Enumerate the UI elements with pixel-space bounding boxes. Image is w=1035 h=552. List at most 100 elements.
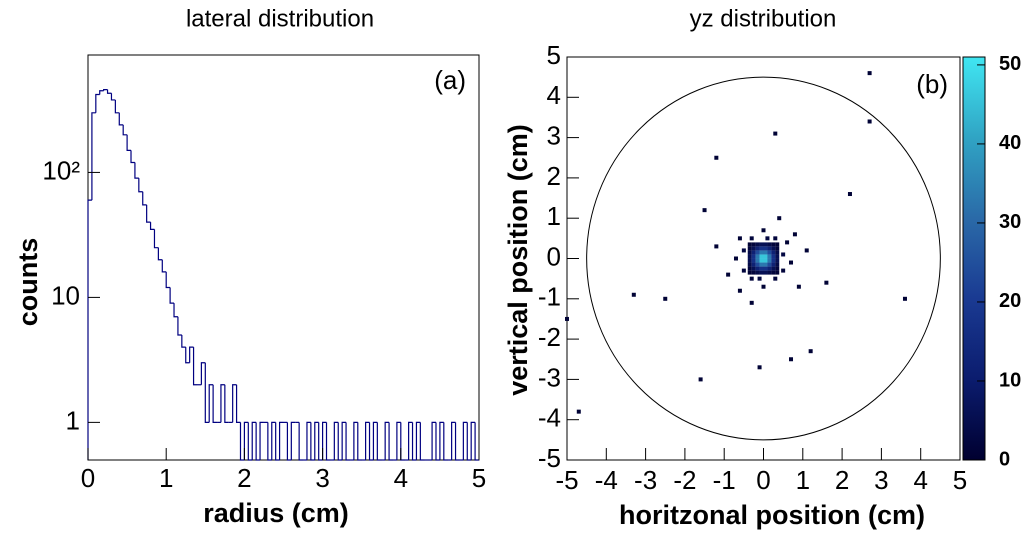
histogram-bin [255,422,261,461]
histogram-bin [322,421,327,460]
x-axis-label: horitzonal position (cm) [619,500,925,530]
histogram-bin [134,162,139,179]
heatmap-cell [751,266,756,271]
histogram-bin [368,422,374,461]
plot-frame [566,56,961,461]
histogram-bin [333,421,339,460]
histogram-bin [220,384,225,423]
heatmap-cell [796,284,801,289]
histogram-bin [106,89,112,94]
heatmap-cell [767,250,772,255]
y-tick-label: 3 [547,120,561,150]
heatmap-cell [775,250,780,255]
histogram-bin [181,335,186,348]
heatmap-cell [771,242,776,247]
heatmap-cell [902,296,907,301]
heatmap-cell [763,266,768,271]
histogram-bin [411,422,417,461]
heatmap-cell [777,216,782,221]
histogram-bin [431,421,436,460]
heatmap-cell [775,270,780,275]
histogram-bin [259,421,264,460]
heatmap-cell [749,300,754,305]
annotation: (b) [916,69,948,99]
x-axis-label: radius (cm) [203,498,349,528]
y-tick-label: 4 [547,80,561,110]
heatmap-cell [767,246,772,251]
histogram-bin [122,124,128,136]
heatmap-cell [751,246,756,251]
heatmap-cell [773,276,778,281]
y-tick-label: -5 [538,443,561,473]
heatmap-cell [755,270,760,275]
heatmap-cell [763,242,768,247]
chart-title: yz distribution [690,5,837,32]
heatmap-cell [747,254,752,259]
heatmap-cell [781,252,786,257]
colorbar-tick-label: 50 [999,53,1021,75]
heatmap-cell [767,266,772,271]
heatmap-cell [751,270,756,275]
chart-title: lateral distribution [186,5,374,32]
histogram-bin [126,134,132,152]
histogram-bin [357,422,362,461]
histogram-bin [290,421,296,460]
heatmap-cell [763,270,768,275]
colorbar-tick-label: 40 [999,132,1021,154]
circle [586,76,941,441]
histogram-bin [325,422,331,461]
histogram-bin [345,422,350,461]
heatmap-cell [755,266,760,271]
histogram-bin [454,422,460,461]
heatmap-cell [771,262,776,267]
heatmap-cell [749,276,754,281]
x-tick-label: -5 [555,465,578,495]
heatmap-cell [747,250,752,255]
y-tick-label: -2 [538,322,561,352]
histogram-bin [95,93,100,113]
heatmap-cell [775,242,780,247]
histogram-bin [212,384,218,423]
heatmap-cell [747,258,752,263]
histogram-bin [189,346,194,363]
heatmap-cell [767,254,772,259]
heatmap-cell [765,236,770,241]
histogram-bin [224,384,229,423]
heatmap-cell [747,242,752,247]
colorbar-tick-label: 10 [999,369,1021,391]
heatmap-cell [789,260,794,265]
heatmap-cell [733,256,738,261]
heatmap-cell [759,246,764,251]
x-tick-label: 1 [159,463,173,493]
heatmap-cell [755,258,760,263]
heatmap-cell [759,250,764,255]
heatmap-cell [767,258,772,263]
x-tick-label: -3 [634,465,657,495]
x-tick-label: -1 [713,465,736,495]
colorbar-tick-label: 0 [999,448,1010,470]
histogram-bin [208,384,214,423]
histogram-bin [384,421,390,460]
heatmap-cell [737,288,742,293]
heatmap-cell [565,316,569,321]
histogram-bin [318,422,323,461]
histogram-bin [204,362,210,423]
y-tick-label: 1 [547,201,561,231]
histogram-bin [177,316,182,336]
heatmap-cell [804,248,809,253]
heatmap-cell [775,262,780,267]
histogram-bin [243,421,249,460]
heatmap-cell [759,242,764,247]
histogram-bin [232,384,237,423]
histogram-bin [278,421,284,460]
histogram-bin [114,99,120,114]
heatmap-cell [781,268,786,273]
heatmap-cell [771,250,776,255]
heatmap-cell [576,409,581,414]
histogram-bin [91,112,96,201]
annotation: (a) [434,65,466,95]
x-tick-label: 5 [953,465,967,495]
heatmap-cell [698,377,703,382]
y-tick-label: 10 [51,280,80,310]
x-tick-label: 0 [756,465,770,495]
